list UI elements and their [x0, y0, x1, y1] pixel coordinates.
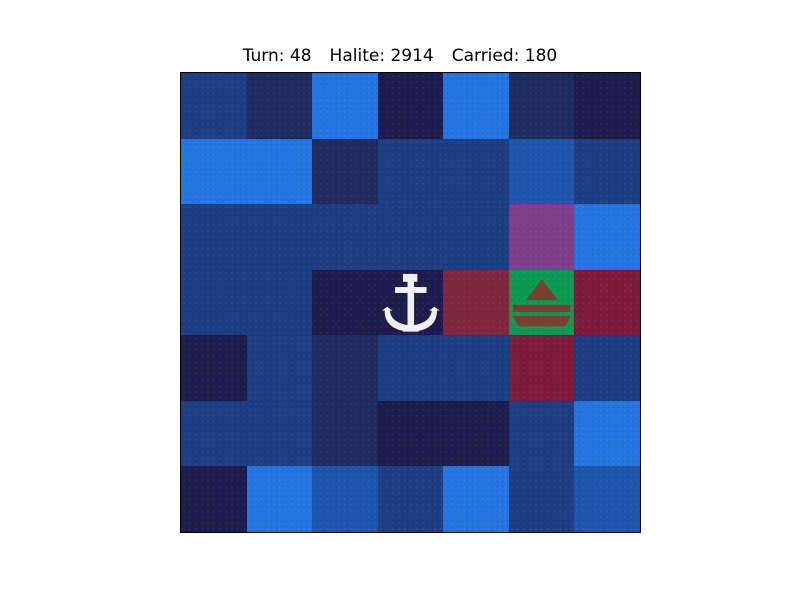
board-cell	[377, 400, 444, 467]
board-cell	[246, 335, 313, 401]
game-board	[180, 72, 641, 533]
board-cell	[443, 400, 509, 467]
board-cell	[246, 138, 313, 205]
board-cell	[574, 335, 640, 401]
board-cell	[377, 204, 444, 270]
board-cell	[246, 400, 313, 467]
board-cell	[312, 466, 378, 532]
board-cell	[574, 466, 640, 532]
board-cell	[377, 138, 444, 205]
board-cell	[508, 400, 575, 467]
board-cell	[508, 138, 575, 205]
board-cell	[574, 269, 640, 336]
board-cell	[181, 73, 247, 139]
carried-amount: Carried: 180	[451, 46, 558, 66]
board-cell	[443, 269, 509, 336]
board-cell	[443, 138, 509, 205]
board-cell	[312, 335, 378, 401]
board-cell	[246, 269, 313, 336]
board-cell	[443, 204, 509, 270]
board-cell	[246, 73, 313, 139]
board-cell	[377, 335, 444, 401]
board-cell	[443, 73, 509, 139]
board-cell	[181, 335, 247, 401]
status-bar: Turn: 48 Halite: 2914 Carried: 180	[0, 46, 800, 66]
board-cell	[312, 204, 378, 270]
board-cell	[443, 466, 509, 532]
halite-total: Halite: 2914	[329, 46, 434, 66]
board-cell	[246, 204, 313, 270]
board-cell	[508, 204, 575, 270]
ship-icon	[512, 278, 571, 327]
board-cell	[377, 269, 444, 336]
board-cell	[574, 138, 640, 205]
board-cell	[377, 466, 444, 532]
board-cell	[443, 335, 509, 401]
board-cell	[181, 204, 247, 270]
board-cell	[508, 466, 575, 532]
anchor-icon	[381, 273, 440, 332]
board-cell	[181, 138, 247, 205]
board-cell	[574, 204, 640, 270]
board-cell	[508, 269, 575, 336]
board-cell	[181, 400, 247, 467]
board-cell	[508, 335, 575, 401]
board-cell	[508, 73, 575, 139]
board-cell	[312, 400, 378, 467]
board-cell	[246, 466, 313, 532]
board-cell	[312, 138, 378, 205]
board-cell	[312, 73, 378, 139]
board-cell	[574, 73, 640, 139]
board-cell	[181, 269, 247, 336]
board-cell	[377, 73, 444, 139]
turn-counter: Turn: 48	[242, 46, 312, 66]
board-cell	[574, 400, 640, 467]
board-cell	[181, 466, 247, 532]
board-cell	[312, 269, 378, 336]
